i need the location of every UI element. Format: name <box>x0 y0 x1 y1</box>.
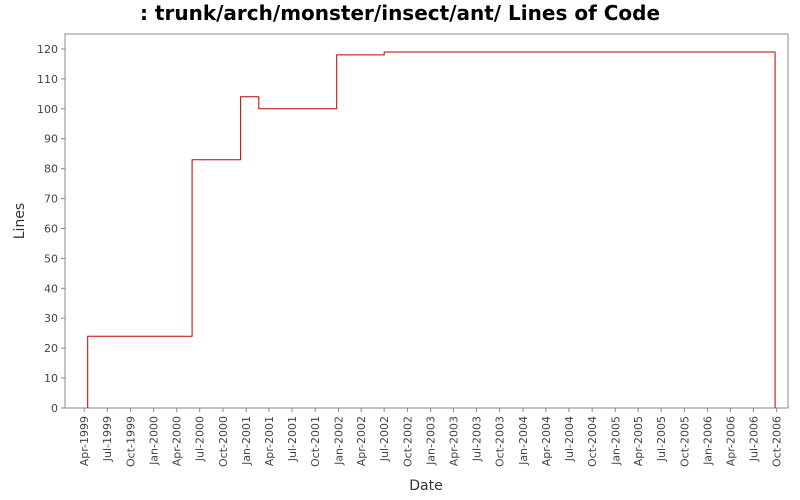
x-tick-label: Apr-2003 <box>447 416 460 466</box>
x-tick-label: Jul-2001 <box>286 416 299 462</box>
x-tick-label: Jul-2006 <box>747 416 760 462</box>
x-tick-label: Jan-2006 <box>702 416 715 466</box>
x-tick-label: Jan-2000 <box>148 416 161 466</box>
x-tick-label: Apr-2002 <box>355 416 368 466</box>
y-tick-label: 60 <box>44 222 58 235</box>
x-tick-label: Jul-2003 <box>470 416 483 462</box>
x-tick-label: Jul-1999 <box>101 416 114 462</box>
x-tick-label: Jan-2003 <box>425 416 438 466</box>
x-tick-label: Jan-2004 <box>517 416 530 466</box>
plot-area <box>64 33 789 409</box>
x-tick-label: Jul-2004 <box>563 416 576 462</box>
x-tick-label: Jan-2002 <box>332 416 345 466</box>
series-layer <box>87 51 776 408</box>
x-tick-label: Oct-2006 <box>771 416 784 467</box>
x-tick-label: Jul-2002 <box>378 416 391 462</box>
x-tick-label: Jan-2005 <box>609 416 622 466</box>
y-tick-label: 110 <box>37 73 58 86</box>
x-tick-label: Apr-1999 <box>78 416 91 466</box>
y-tick-label: 50 <box>44 252 58 265</box>
x-tick-label: Apr-2005 <box>632 416 645 466</box>
y-tick-label: 10 <box>44 372 58 385</box>
y-axis: 0 10 20 30 40 50 60 70 80 90 100 110 120 <box>37 43 65 415</box>
y-tick-label: 0 <box>51 402 58 415</box>
chart-title: : trunk/arch/monster/insect/ant/ Lines o… <box>140 1 660 25</box>
y-tick-label: 120 <box>37 43 58 56</box>
x-tick-label: Oct-2001 <box>309 416 322 467</box>
x-tick-label: Jul-2000 <box>194 416 207 462</box>
y-tick-label: 100 <box>37 103 58 116</box>
x-tick-label: Apr-2004 <box>540 416 553 466</box>
x-tick-label: Apr-2000 <box>171 416 184 466</box>
x-tick-label: Apr-2006 <box>724 416 737 466</box>
y-tick-label: 20 <box>44 342 58 355</box>
series-line <box>87 51 776 408</box>
x-axis-label: Date <box>409 478 442 494</box>
x-tick-label: Jan-2001 <box>240 416 253 466</box>
x-tick-label: Oct-2003 <box>494 416 507 467</box>
x-tick-label: Jul-2005 <box>655 416 668 462</box>
x-tick-label: Apr-2001 <box>263 416 276 466</box>
y-tick-label: 90 <box>44 133 58 146</box>
y-tick-label: 70 <box>44 193 58 206</box>
x-axis: Apr-1999 Jul-1999 Oct-1999 Jan-2000 Apr-2000… <box>78 408 784 467</box>
y-tick-label: 40 <box>44 282 58 295</box>
y-tick-label: 80 <box>44 163 58 176</box>
x-tick-label: Oct-2002 <box>401 416 414 467</box>
x-tick-label: Oct-2000 <box>217 416 230 467</box>
x-tick-label: Oct-1999 <box>124 416 137 467</box>
y-axis-label: Lines <box>12 203 28 239</box>
y-tick-label: 30 <box>44 312 58 325</box>
x-tick-label: Oct-2004 <box>586 416 599 467</box>
x-tick-label: Oct-2005 <box>678 416 691 467</box>
